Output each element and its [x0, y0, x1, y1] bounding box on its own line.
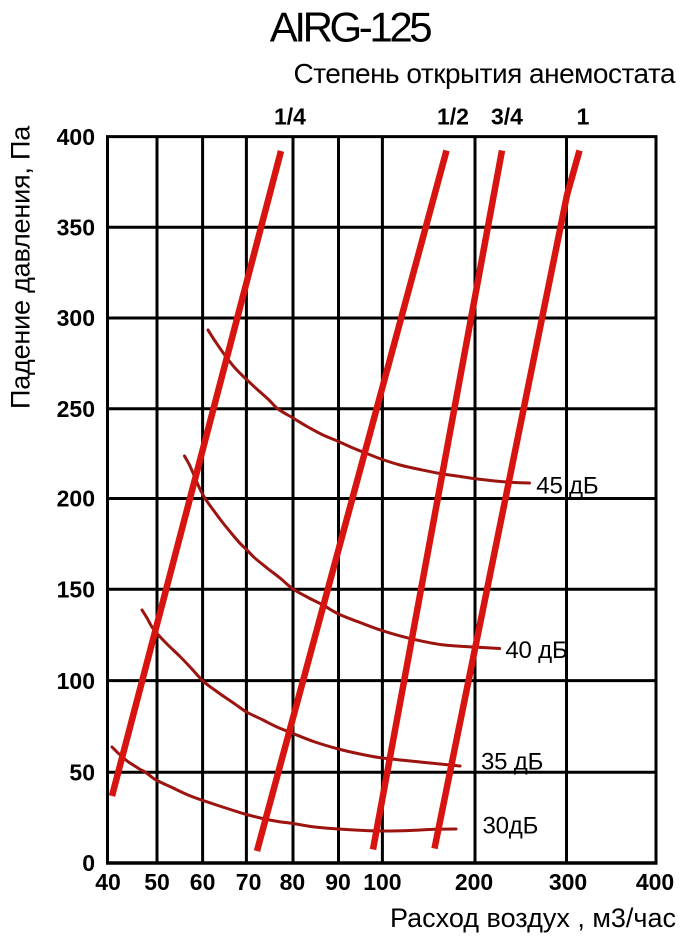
svg-text:200: 200: [455, 869, 493, 895]
svg-text:40 дБ: 40 дБ: [505, 637, 567, 664]
svg-text:70: 70: [236, 869, 262, 895]
svg-text:1/4: 1/4: [274, 104, 306, 130]
svg-text:100: 100: [363, 869, 401, 895]
svg-text:60: 60: [190, 869, 216, 895]
svg-text:300: 300: [57, 305, 95, 331]
svg-text:30дБ: 30дБ: [483, 813, 539, 840]
svg-text:100: 100: [57, 668, 95, 694]
svg-text:Расход воздух , м3/час: Расход воздух , м3/час: [390, 903, 676, 933]
svg-text:45 дБ: 45 дБ: [536, 473, 598, 500]
svg-text:90: 90: [325, 869, 351, 895]
svg-text:350: 350: [57, 215, 95, 241]
svg-text:300: 300: [549, 869, 587, 895]
svg-text:Степень открытия анемостата: Степень открытия анемостата: [294, 58, 676, 89]
svg-text:AIRG-125: AIRG-125: [270, 4, 432, 51]
svg-text:150: 150: [57, 576, 95, 602]
svg-text:1/2: 1/2: [437, 104, 469, 130]
svg-text:Падение давления, Па: Падение давления, Па: [6, 125, 36, 409]
svg-text:1: 1: [577, 104, 590, 130]
svg-text:40: 40: [95, 869, 121, 895]
svg-text:200: 200: [57, 486, 95, 512]
svg-text:250: 250: [57, 396, 95, 422]
svg-text:3/4: 3/4: [491, 104, 523, 130]
svg-text:400: 400: [636, 869, 674, 895]
svg-text:50: 50: [144, 869, 170, 895]
svg-text:50: 50: [69, 760, 95, 786]
svg-text:400: 400: [57, 124, 95, 150]
svg-text:0: 0: [82, 850, 95, 876]
svg-text:35 дБ: 35 дБ: [481, 749, 543, 776]
svg-text:80: 80: [280, 869, 306, 895]
